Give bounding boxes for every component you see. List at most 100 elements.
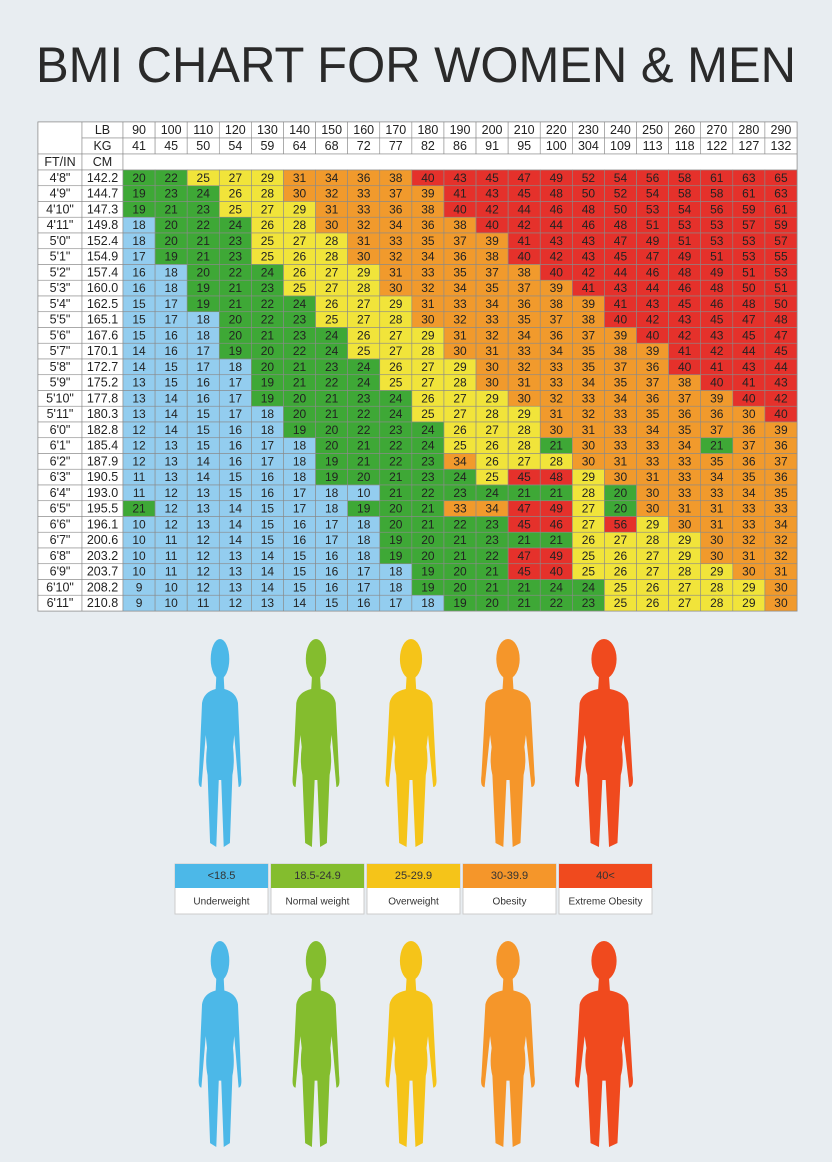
bmi-value: 50 xyxy=(582,187,596,201)
bmi-value: 19 xyxy=(197,281,211,295)
bmi-value: 24 xyxy=(389,391,403,405)
ft-label: FT/IN xyxy=(44,155,75,169)
bmi-value: 36 xyxy=(357,171,371,185)
bmi-value: 32 xyxy=(518,360,532,374)
bmi-value: 20 xyxy=(389,517,403,531)
bmi-value: 30 xyxy=(742,565,756,579)
bmi-value: 26 xyxy=(453,423,467,437)
bmi-value: 14 xyxy=(197,454,211,468)
bmi-value: 53 xyxy=(710,234,724,248)
kg-value: 45 xyxy=(164,139,178,153)
bmi-value: 35 xyxy=(774,486,788,500)
bmi-value: 13 xyxy=(132,376,146,390)
bmi-value: 13 xyxy=(229,580,243,594)
bmi-value: 42 xyxy=(550,250,564,264)
bmi-value: 49 xyxy=(710,265,724,279)
bmi-value: 15 xyxy=(132,297,146,311)
bmi-value: 24 xyxy=(453,470,467,484)
bmi-value: 39 xyxy=(646,344,660,358)
bmi-value: 38 xyxy=(678,376,692,390)
bmi-value: 54 xyxy=(646,187,660,201)
bmi-value: 48 xyxy=(678,265,692,279)
bmi-value: 43 xyxy=(582,234,596,248)
bmi-value: 16 xyxy=(325,565,339,579)
bmi-value: 19 xyxy=(357,502,371,516)
bmi-value: 25 xyxy=(485,470,499,484)
bmi-value: 33 xyxy=(614,423,628,437)
bmi-value: 15 xyxy=(132,328,146,342)
bmi-value: 32 xyxy=(550,391,564,405)
lb-value: 160 xyxy=(353,123,374,137)
lb-value: 130 xyxy=(257,123,278,137)
bmi-value: 43 xyxy=(742,360,756,374)
bmi-value: 18 xyxy=(229,360,243,374)
bmi-value: 24 xyxy=(357,376,371,390)
bmi-value: 37 xyxy=(582,328,596,342)
height-ft: 5'0" xyxy=(50,234,71,248)
bmi-value: 12 xyxy=(164,502,178,516)
bmi-value: 30 xyxy=(710,533,724,547)
height-ft: 6'3" xyxy=(50,470,71,484)
kg-value: 91 xyxy=(485,139,499,153)
bmi-value: 20 xyxy=(164,234,178,248)
bmi-value: 28 xyxy=(710,580,724,594)
lb-value: 90 xyxy=(132,123,146,137)
bmi-value: 37 xyxy=(518,281,532,295)
bmi-value: 29 xyxy=(261,171,275,185)
bmi-value: 13 xyxy=(164,439,178,453)
bmi-value: 53 xyxy=(774,265,788,279)
bmi-value: 22 xyxy=(421,486,435,500)
bmi-value: 45 xyxy=(518,565,532,579)
bmi-value: 50 xyxy=(742,281,756,295)
bmi-value: 34 xyxy=(518,328,532,342)
bmi-value: 33 xyxy=(678,486,692,500)
bmi-value: 20 xyxy=(453,565,467,579)
bmi-value: 49 xyxy=(550,549,564,563)
bmi-value: 27 xyxy=(614,533,628,547)
bmi-value: 30 xyxy=(614,470,628,484)
bmi-value: 31 xyxy=(518,376,532,390)
bmi-value: 47 xyxy=(646,250,660,264)
bmi-value: 35 xyxy=(742,470,756,484)
kg-value: 86 xyxy=(453,139,467,153)
bmi-value: 25 xyxy=(229,202,243,216)
bmi-value: 12 xyxy=(164,517,178,531)
legend-range: 25-29.9 xyxy=(395,870,432,882)
bmi-value: 28 xyxy=(518,423,532,437)
bmi-value: 14 xyxy=(132,344,146,358)
height-ft: 5'9" xyxy=(50,376,71,390)
bmi-value: 15 xyxy=(229,486,243,500)
bmi-value: 14 xyxy=(229,517,243,531)
height-cm: 144.7 xyxy=(87,187,118,201)
bmi-value: 29 xyxy=(678,533,692,547)
bmi-value: 41 xyxy=(710,360,724,374)
bmi-value: 43 xyxy=(646,297,660,311)
bmi-value: 31 xyxy=(550,407,564,421)
bmi-value: 20 xyxy=(325,423,339,437)
height-cm: 203.2 xyxy=(87,549,118,563)
height-ft: 6'8" xyxy=(50,549,71,563)
bmi-value: 10 xyxy=(132,565,146,579)
bmi-value: 24 xyxy=(357,360,371,374)
bmi-value: 40 xyxy=(421,171,435,185)
bmi-value: 33 xyxy=(518,344,532,358)
bmi-value: 40 xyxy=(774,407,788,421)
bmi-value: 21 xyxy=(453,533,467,547)
bmi-value: 31 xyxy=(421,297,435,311)
bmi-value: 38 xyxy=(453,218,467,232)
bmi-value: 24 xyxy=(389,407,403,421)
bmi-value: 20 xyxy=(229,328,243,342)
bmi-value: 47 xyxy=(614,234,628,248)
bmi-value: 17 xyxy=(164,297,178,311)
bmi-value: 31 xyxy=(357,234,371,248)
lb-value: 100 xyxy=(161,123,182,137)
bmi-value: 12 xyxy=(132,423,146,437)
bmi-value: 22 xyxy=(357,407,371,421)
bmi-value: 20 xyxy=(132,171,146,185)
bmi-value: 12 xyxy=(229,596,243,610)
legend-swatch xyxy=(463,864,556,888)
height-ft: 5'7" xyxy=(50,344,71,358)
bmi-value: 44 xyxy=(646,281,660,295)
bmi-value: 12 xyxy=(197,549,211,563)
